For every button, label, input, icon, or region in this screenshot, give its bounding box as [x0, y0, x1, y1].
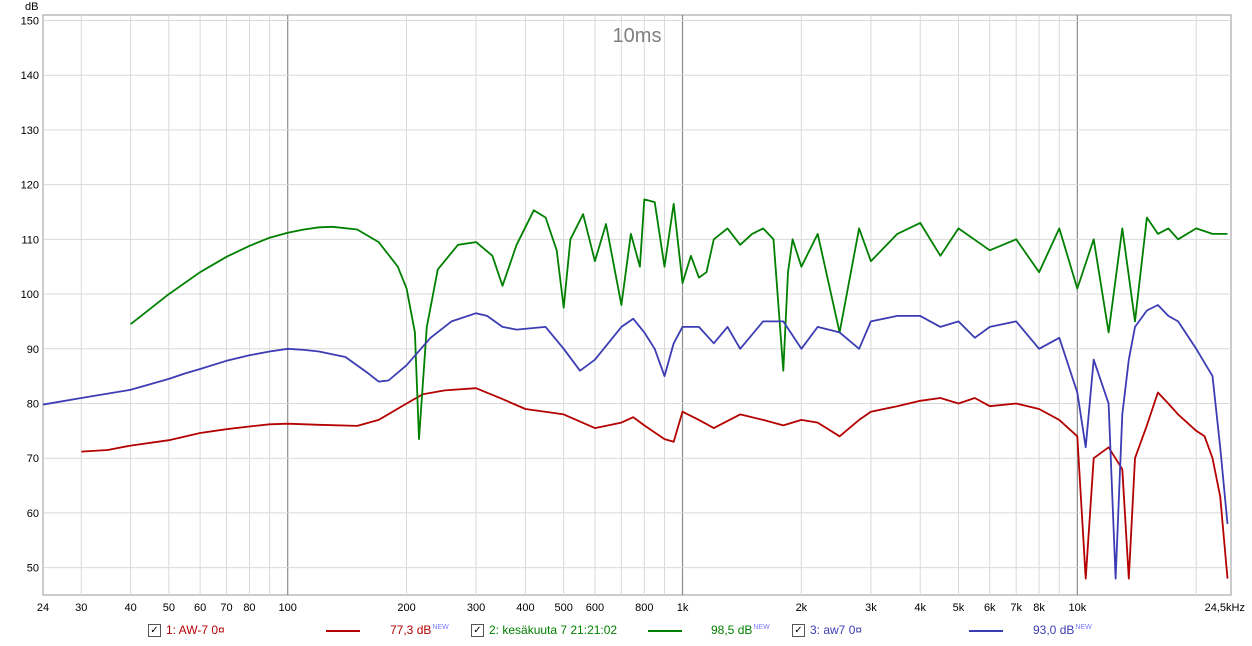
x-tick-label: 500 [554, 602, 572, 614]
y-axis-label: dB [25, 1, 38, 13]
x-axis-ticks: 24 30 40 50 60 70 80 100 200 300 400 500 600 800 1k 2k 3… [37, 602, 1245, 614]
series-2-level: 98,5 dBNEW [711, 623, 770, 637]
x-tick-label: 70 [220, 602, 232, 614]
grid [43, 15, 1231, 595]
x-tick-label: 50 [163, 602, 175, 614]
x-tick-label: 24,5kHz [1205, 602, 1245, 614]
x-tick-label: 100 [279, 602, 297, 614]
y-tick-label: 130 [21, 125, 39, 137]
series-3-swatch [969, 630, 1003, 632]
x-tick-label: 200 [397, 602, 415, 614]
x-tick-label: 30 [75, 602, 87, 614]
series-3-new-badge: NEW [1075, 624, 1092, 631]
x-tick-label: 8k [1033, 602, 1045, 614]
y-tick-label: 70 [27, 453, 39, 465]
x-tick-label: 2k [796, 602, 808, 614]
y-tick-label: 100 [21, 289, 39, 301]
series-2-level-text: 98,5 dB [711, 623, 753, 637]
y-axis-ticks: 50 60 70 80 90 100 110 120 130 140 150 [21, 15, 39, 574]
series-line-1 [81, 387, 1229, 580]
x-tick-label: 800 [635, 602, 653, 614]
x-tick-label: 10k [1068, 602, 1086, 614]
x-tick-label: 24 [37, 602, 49, 614]
y-tick-label: 90 [27, 344, 39, 356]
x-tick-label: 60 [194, 602, 206, 614]
series-1-checkbox[interactable]: ✓ [148, 624, 161, 637]
y-tick-label: 140 [21, 70, 39, 82]
y-tick-label: 50 [27, 563, 39, 575]
series-1-level: 77,3 dBNEW [390, 623, 449, 637]
frequency-response-chart: 50 60 70 80 90 100 110 120 130 140 150 24 30 40 50 60 7… [21, 1, 1245, 614]
series-3-level-text: 93,0 dB [1033, 623, 1075, 637]
series-line-2 [130, 198, 1228, 441]
series-3-name: 3: aw7 0¤ [810, 623, 863, 637]
series-1-swatch [326, 630, 360, 632]
x-tick-label: 5k [953, 602, 965, 614]
series-2-name: 2: kesäkuuta 7 21:21:02 [489, 623, 618, 637]
x-tick-label: 80 [243, 602, 255, 614]
x-tick-label: 600 [586, 602, 604, 614]
series-3-checkbox[interactable]: ✓ [792, 624, 805, 637]
series-2-checkbox[interactable]: ✓ [471, 624, 484, 637]
chart-title: 10ms [613, 25, 662, 47]
series-1-name: 1: AW-7 0¤ [166, 623, 225, 637]
x-tick-label: 400 [516, 602, 534, 614]
x-tick-label: 1k [677, 602, 689, 614]
x-tick-label: 3k [865, 602, 877, 614]
y-tick-label: 80 [27, 398, 39, 410]
legend: ✓ 1: AW-7 0¤ 77,3 dBNEW ✓ 2: kesäkuuta 7… [0, 620, 1252, 644]
x-tick-label: 300 [467, 602, 485, 614]
series-3-level: 93,0 dBNEW [1033, 623, 1092, 637]
series-group [43, 198, 1229, 580]
plot-area [42, 14, 1232, 596]
series-2-new-badge: NEW [753, 624, 770, 631]
x-tick-label: 4k [914, 602, 926, 614]
series-line-3 [43, 304, 1229, 580]
x-tick-label: 40 [124, 602, 136, 614]
series-1-new-badge: NEW [432, 624, 449, 631]
y-tick-label: 120 [21, 180, 39, 192]
x-tick-label: 6k [984, 602, 996, 614]
y-tick-label: 150 [21, 15, 39, 27]
y-tick-label: 110 [21, 234, 39, 246]
series-1-level-text: 77,3 dB [390, 623, 432, 637]
series-2-swatch [648, 630, 682, 632]
x-tick-label: 7k [1010, 602, 1022, 614]
y-tick-label: 60 [27, 508, 39, 520]
